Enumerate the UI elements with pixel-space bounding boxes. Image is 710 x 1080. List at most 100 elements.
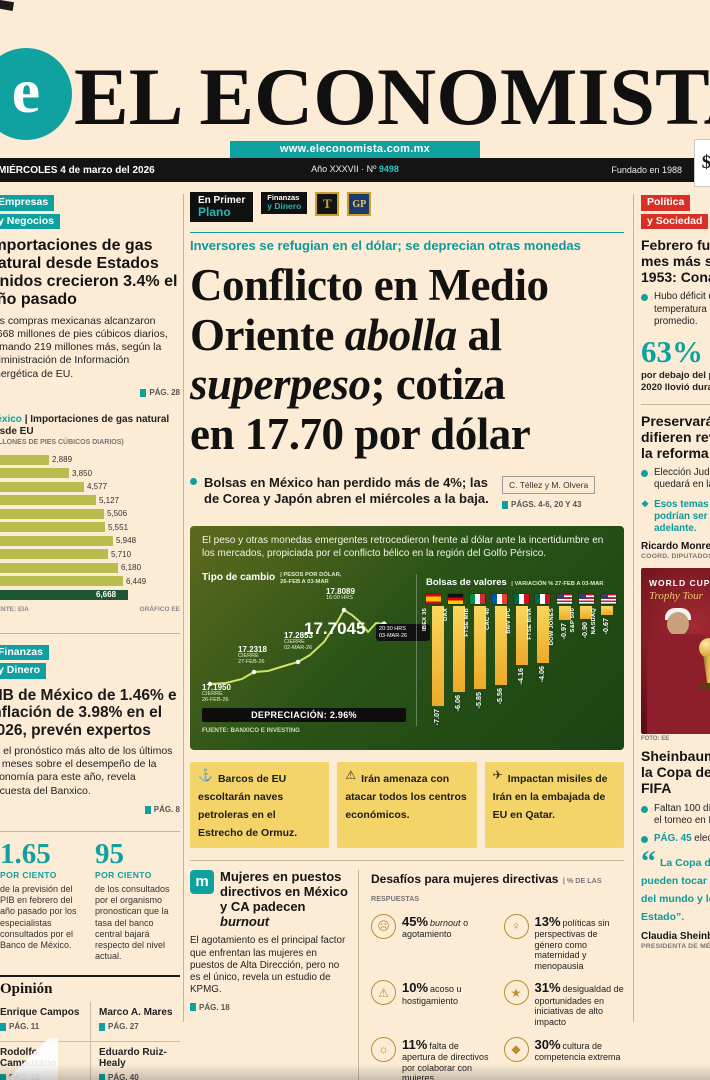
flag-usa-icon: [601, 593, 616, 604]
gas-bar: [0, 508, 104, 519]
stat-desc: de la previsión del PIB en febrero del a…: [0, 883, 77, 950]
diamond-icon: ❖: [641, 498, 650, 509]
flag-usa-icon: [579, 593, 595, 604]
byline-block: C. Téllez y M. Olvera PÁGS. 4-6, 20 Y 43: [502, 475, 620, 514]
world-cup-trophy-photo: WORLD CUP Trophy Tour: [641, 568, 710, 735]
flag-mexico-icon: [513, 593, 529, 604]
tag-line2: y Sociedad: [641, 213, 709, 230]
gas-story-headline: Importaciones de gas natural desde Estad…: [0, 237, 178, 308]
tag-line2: y Dinero: [0, 663, 47, 679]
stat-unit: POR CIENTO: [95, 869, 152, 880]
section-tabs: En Primer Plano Finanzas y Dinero T GP: [190, 192, 624, 223]
fx-current-time-box: 20:30 HRS 03-MAR-26: [376, 623, 430, 642]
fx-point-label: 17.2853 CIERRE 02-MAR-26: [284, 630, 313, 651]
gender-icon: ♀: [503, 913, 529, 939]
columnist-name: Enrique Campos: [0, 1006, 80, 1018]
person-head: [667, 612, 689, 637]
bolsa-bar: [453, 605, 466, 692]
logo-letter: e: [11, 55, 41, 126]
flag-mexico-icon: [535, 593, 551, 604]
headline-line: Oriente abolla al: [190, 309, 502, 360]
trophy-body: [703, 656, 710, 685]
gas-value: 5,127: [99, 495, 120, 505]
stat-pib-revision: 1.65 POR CIENTO de la previsión del PIB …: [0, 839, 85, 963]
fx-point-label: 17.2318 CIERRE 27-FEB-26: [238, 644, 267, 665]
opinion-item: Marco A. Mares PÁG. 27: [90, 1001, 180, 1042]
fx-chart-source: FUENTE: BANXICO E INVESTING: [202, 726, 300, 734]
rain-deficit-stat: 63% por debajo del promedio 1991-2020 ll…: [641, 336, 710, 394]
columnist-name: Eduardo Ruiz-Healy: [99, 1046, 167, 1069]
gp-logo-icon: GP: [347, 192, 372, 216]
bolsa-bar: [537, 605, 550, 663]
ship-icon: ⚓: [198, 767, 213, 782]
gas-bar: [0, 522, 105, 533]
horizontal-divider: [190, 859, 624, 861]
page-curl: [0, 1038, 58, 1080]
fx-chart-title: Tipo de cambio: [202, 571, 276, 583]
women-page-ref: PÁG. 18: [190, 1003, 230, 1012]
issue-date: MIÉRCOLES 4 de marzo del 2026: [0, 164, 155, 176]
gas-bar: [0, 454, 49, 465]
gas-chart-row: 5,127: [0, 494, 180, 508]
bolsa-bar: [579, 605, 592, 619]
depreciation-bar: DEPRECIACIÓN: 2.96%: [202, 707, 406, 722]
gas-value: 6,180: [121, 563, 142, 573]
prep-bullet: Elección Judicial tampoco quedará en la …: [641, 467, 710, 491]
founded-label: Fundado en 1988: [611, 165, 682, 175]
pib-story-page-ref: PÁG. 8: [144, 805, 180, 814]
bolsa-bar: [432, 605, 444, 706]
gas-chart-row: 6,180: [0, 561, 180, 575]
gas-imports-bar-chart: 2,889 3,850 4,577 5,127 5,506 5,551 5,94…: [0, 453, 180, 602]
stat-item: ⚠ 10% acoso u hostigamiento: [371, 980, 492, 1027]
alert-box: ⚓ Barcos de EU escoltarán naves petroler…: [190, 761, 330, 848]
bolsa-column: BMV IPC -4.16: [506, 605, 531, 726]
gas-bar: [0, 481, 84, 492]
gas-value: 2,889: [52, 455, 73, 465]
page-icon: [140, 388, 147, 397]
edition-number: 9498: [378, 164, 399, 174]
opinion-title: Opinión: [0, 980, 53, 997]
fx-chart-subtitle: | PESOS POR DÓLAR, 26-FEB A 03-MAR: [280, 571, 342, 585]
markets-infographic-panel: El peso y otras monedas emergentes retro…: [190, 525, 624, 750]
pib-story-headline: PIB de México de 1.46% e inflación de 3.…: [0, 686, 177, 739]
edition-prefix: Año XXXVII · Nº: [311, 164, 377, 174]
mujeres-logo-icon: m: [190, 869, 214, 894]
gas-chart-row: 5,710: [0, 548, 180, 562]
columnist-name: Marco A. Mares: [99, 1006, 173, 1018]
gas-value: 3,850: [72, 468, 93, 478]
gas-chart-source: FUENTE: EIA: [0, 605, 29, 613]
stat-value: 95: [95, 837, 124, 870]
gas-bar: [0, 589, 128, 600]
stat-desc: por debajo del promedio 1991-2020 llovió…: [641, 370, 710, 393]
bullet-icon: [641, 294, 648, 302]
t-logo-icon: T: [315, 192, 340, 216]
bullet-icon: [641, 470, 648, 478]
page-icon: [99, 1022, 105, 1031]
sheinbaum-headline: Sheinbaum presenta la Copa del Mundial F…: [641, 748, 710, 797]
openness-icon: ☼: [371, 1036, 396, 1062]
women-story: m Mujeres en puestos directivos en Méxic…: [190, 869, 358, 1080]
story-pages-ref: PÁGS. 4-6, 20 Y 43: [502, 500, 581, 509]
gas-chart-title: Importaciones de gas natural desde EU: [0, 413, 170, 437]
gas-chart-row: 3,850: [0, 467, 180, 481]
bolsa-bar: [474, 605, 487, 689]
gas-bar: [0, 468, 69, 479]
stat-unit: POR CIENTO: [0, 869, 57, 880]
gas-value: 6,449: [126, 576, 147, 586]
women-stats-grid: ☹ 45% burnout o agotamiento ♀ 13% política…: [371, 913, 624, 1080]
fx-current-value: 17.7045: [304, 618, 366, 638]
gas-chart-header: México | Importaciones de gas natural de…: [0, 414, 180, 447]
column-divider-right: [633, 194, 634, 1022]
column-divider-left: [183, 194, 184, 1022]
prep-highlight: ❖ Esos temas quedarán fuera, podrían ser…: [641, 498, 710, 535]
sheinbaum-quote: “ La Copa del Mundo solo la pueden tocar…: [641, 845, 710, 924]
bolsa-column: DOW JONES -0.97: [549, 605, 574, 726]
center-column: En Primer Plano Finanzas y Dinero T GP I…: [190, 192, 624, 1080]
flag-italy-icon: [469, 593, 485, 604]
source-name: Ricardo Monreal: [641, 541, 710, 553]
tab-en-primer-plano: En Primer Plano: [190, 192, 254, 223]
website-banner: www.eleconomista.com.mx: [230, 141, 480, 158]
bolsas-bars: IBEX 35 -7.07 DAX -6.06 FTSE MIB -5.85 CAC …: [422, 605, 616, 726]
publication-title: EL ECONOMISTA: [74, 51, 710, 142]
